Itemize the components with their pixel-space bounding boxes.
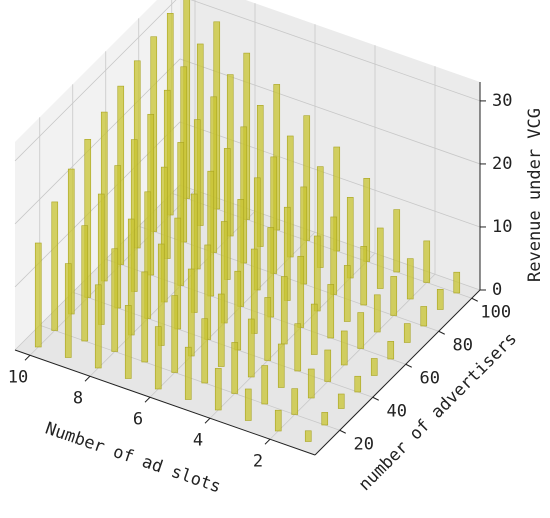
bar [453,271,461,294]
bar [264,297,272,361]
bar [324,349,332,382]
bar [393,209,401,273]
y-tick-label: 20 [354,434,374,454]
bar [376,227,384,289]
bar [187,268,195,357]
x-tick [84,375,91,382]
bar [373,294,381,333]
y-tick-label: 100 [480,302,511,322]
x-tick [264,438,271,445]
bar [436,289,444,310]
z-tick-label: 0 [492,280,502,300]
y-tick [471,297,478,302]
bar [420,306,428,327]
bar [337,393,345,409]
bar [357,312,365,349]
y-tick [438,330,445,335]
x-tick-label: 8 [73,388,83,408]
bar [340,330,348,366]
bar [34,242,42,348]
bar [217,293,225,367]
bar [124,305,132,379]
bar [280,276,288,345]
x-tick-label: 6 [133,409,143,429]
bar [330,216,338,295]
bar [201,318,209,384]
bar [327,284,335,339]
bar [403,323,411,343]
grid-line [14,0,177,162]
y-tick-label: 40 [387,401,407,421]
axis-line [314,289,481,456]
z-axis-label: Revenue under VCG [525,108,545,282]
bar [111,248,119,352]
grid-line [190,0,481,102]
bar [423,240,431,283]
x-tick-label: 2 [253,451,263,471]
z-tick-label: 20 [492,154,512,174]
x-tick-label: 10 [8,367,28,387]
y-tick [339,429,346,434]
bar [261,365,269,405]
bar [390,276,398,316]
y-tick [372,396,379,401]
y-tick [405,363,412,368]
bar [277,343,285,388]
bar [406,258,414,300]
bar [184,346,192,400]
bar [51,201,59,331]
z-tick-label: 10 [492,217,512,237]
bar [307,368,315,399]
bar [370,358,378,376]
bar [304,430,312,442]
bar [354,375,362,393]
bar [171,295,179,373]
x-tick-label: 4 [193,430,203,450]
bar [81,225,89,342]
x-tick [204,417,211,424]
bar [294,323,302,372]
bar [291,388,299,415]
axis-line [14,349,316,456]
bar [247,318,255,378]
bar [141,271,149,363]
y-tick-label: 80 [453,335,473,355]
bar [360,246,368,306]
x-tick [24,354,31,361]
z-tick-label: 30 [492,91,512,111]
bar [231,342,239,394]
y-tick-label: 60 [420,368,440,388]
bar [321,412,329,426]
x-tick [144,396,151,403]
bar [64,263,72,358]
bar [94,284,102,369]
bar [310,303,318,355]
bar [297,255,305,328]
bar [343,265,351,322]
bar [313,235,321,312]
bar [274,409,282,432]
bar [244,388,252,421]
bar [154,326,162,390]
bar [234,270,242,351]
bar [214,368,222,411]
bar [387,341,395,360]
